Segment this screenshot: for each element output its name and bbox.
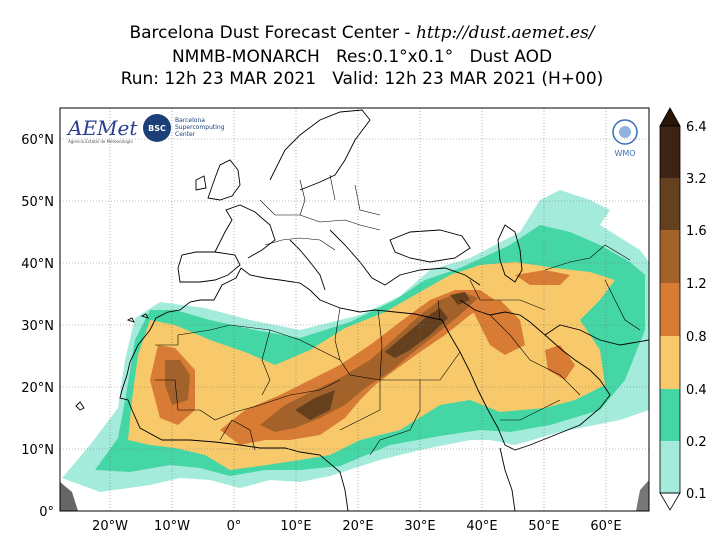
wmo-emblem-icon bbox=[612, 119, 638, 145]
latitude-labels: 60°N 50°N 40°N 30°N 20°N 10°N 0° bbox=[21, 133, 54, 520]
aemet-logo-subtext: Agencia Estatal de Meteorología bbox=[68, 139, 133, 144]
colorbar-label: 0.4 bbox=[686, 383, 707, 398]
colorbar-label: 6.4 bbox=[686, 120, 707, 135]
wmo-globe-icon bbox=[619, 126, 631, 138]
lon-label: 0° bbox=[227, 519, 242, 534]
colorbar-bin bbox=[660, 178, 680, 230]
graticule bbox=[60, 108, 649, 511]
run-valid-line: Run: 12h 23 MAR 2021 Valid: 12h 23 MAR 2… bbox=[120, 69, 604, 89]
missing-data-corner bbox=[60, 482, 78, 511]
lat-label: 0° bbox=[39, 505, 54, 520]
wmo-logo: WMO bbox=[612, 119, 638, 158]
coastlines bbox=[75, 109, 649, 511]
lon-label: 30°E bbox=[404, 519, 435, 534]
colorbar-label: 1.2 bbox=[686, 277, 707, 292]
colorbar-label: 0.1 bbox=[686, 487, 707, 502]
lat-label: 30°N bbox=[21, 319, 54, 334]
wmo-logo-text: WMO bbox=[614, 149, 635, 158]
lon-label: 10°W bbox=[154, 519, 190, 534]
colorbar-label: 0.8 bbox=[686, 330, 707, 345]
lon-label: 10°E bbox=[280, 519, 311, 534]
bsc-logo-line1: Barcelona bbox=[175, 117, 205, 124]
title-url: http://dust.aemet.es/ bbox=[415, 23, 595, 43]
lat-label: 20°N bbox=[21, 381, 54, 396]
lon-label: 20°W bbox=[92, 519, 128, 534]
bsc-logo-circle bbox=[143, 114, 171, 142]
lon-label: 50°E bbox=[528, 519, 559, 534]
colorbar-bin bbox=[660, 389, 680, 441]
model-subtitle: NMMB-MONARCH Res:0.1°x0.1° Dust AOD bbox=[171, 47, 553, 67]
title-prefix: Barcelona Dust Forecast Center - bbox=[129, 23, 416, 43]
colorbar-bin bbox=[660, 283, 680, 336]
lon-label: 60°E bbox=[590, 519, 621, 534]
aemet-logo-text: AEMet bbox=[66, 116, 138, 140]
missing-data-corner-east bbox=[636, 480, 649, 511]
aod-contour-1.6 bbox=[295, 292, 470, 420]
colorbar-bin bbox=[660, 230, 680, 283]
colorbar-bin bbox=[660, 441, 680, 493]
aod-contour-0.8 bbox=[150, 270, 575, 445]
lon-label: 40°E bbox=[466, 519, 497, 534]
colorbar-label: 3.2 bbox=[686, 172, 707, 187]
lat-label: 50°N bbox=[21, 195, 54, 210]
dust-aod-field bbox=[62, 190, 649, 492]
lat-label: 40°N bbox=[21, 257, 54, 272]
bsc-logo-letters: BSC bbox=[148, 124, 166, 133]
bsc-logo-line2: Supercomputing bbox=[175, 124, 225, 131]
aemet-logo: AEMet Agencia Estatal de Meteorología bbox=[66, 116, 138, 144]
colorbar-bin bbox=[660, 336, 680, 389]
colorbar-min-arrow bbox=[659, 492, 681, 511]
map-frame bbox=[59, 107, 650, 512]
colorbar-labels: 6.4 3.2 1.6 1.2 0.8 0.4 0.2 0.1 bbox=[686, 120, 707, 502]
colorbar: 6.4 3.2 1.6 1.2 0.8 0.4 0.2 0.1 bbox=[659, 107, 707, 511]
colorbar-max-arrow bbox=[659, 107, 681, 127]
colorbar-bin bbox=[660, 126, 680, 178]
bsc-logo: BSC Barcelona Supercomputing Center bbox=[143, 114, 225, 142]
page-title: Barcelona Dust Forecast Center - http://… bbox=[0, 22, 724, 44]
lat-label: 10°N bbox=[21, 443, 54, 458]
lon-label: 20°E bbox=[342, 519, 373, 534]
lat-label: 60°N bbox=[21, 133, 54, 148]
colorbar-frame bbox=[659, 125, 681, 494]
colorbar-label: 1.6 bbox=[686, 224, 707, 239]
longitude-labels: 20°W 10°W 0° 10°E 20°E 30°E 40°E 50°E 60… bbox=[92, 519, 622, 534]
colorbar-label: 0.2 bbox=[686, 435, 707, 450]
bsc-logo-line3: Center bbox=[175, 131, 196, 138]
